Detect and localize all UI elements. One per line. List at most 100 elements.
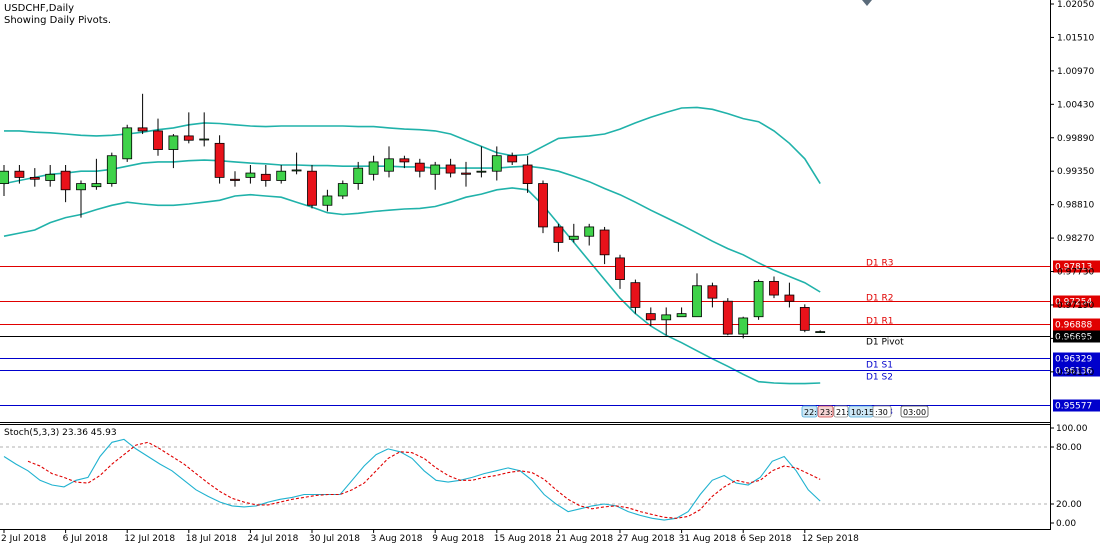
pivot-label: D1 S1 [866,361,893,371]
price-tick-label: 0.97730 [1057,268,1094,278]
candle-body [568,235,579,240]
candle-body [615,257,625,280]
candle-body [645,313,656,321]
price-tick-label: 1.00430 [1057,100,1094,110]
pivot-price-tag [1053,352,1100,365]
candlesticks [0,93,826,339]
stochastic-main-line [3,438,821,521]
bollinger-middle [3,159,821,293]
session-box-label: 21: [836,408,849,417]
candle-body [676,313,687,318]
session-box [900,405,929,418]
pivot-label: D1 R2 [866,294,894,304]
candle-body [553,226,564,243]
candle-body [414,162,425,172]
session-boxes: 22: 23: 21: 10:15:30 03:00 [801,405,929,418]
candle-body [245,172,256,178]
candle-body [214,142,225,178]
candle-body [14,170,25,178]
candle-body [630,282,641,308]
candle-body [461,172,471,175]
candle-body [260,173,271,181]
time-tick-label: 15 Aug 2018 [494,534,552,544]
price-tick-label: 0.99890 [1057,134,1094,144]
session-box [817,405,834,418]
stochastic-signal-line [27,441,821,519]
candle-body [722,300,733,335]
pivot-price-label: 0.96695 [1055,333,1092,343]
bollinger-upper [4,106,821,185]
time-tick-label: 3 Aug 2018 [371,534,423,544]
candle-body [476,170,487,173]
session-box [872,405,892,418]
candle-body [599,229,610,256]
pivot-price-label: 0.97254 [1055,298,1092,308]
session-box-label: 03:00 [903,408,926,417]
price-tick-label: 0.96110 [1057,368,1094,378]
candle-body [168,135,179,150]
candle-body [584,226,595,237]
time-tick-label: 24 Jul 2018 [247,534,298,544]
pivot-price-tag [1053,399,1100,412]
time-tick-label: 18 Jul 2018 [186,534,237,544]
candle-body [507,155,518,163]
candle-body [199,138,210,141]
candle-body [276,170,287,181]
stochastic-scale-label: 100.00 [1056,424,1088,434]
candle-body [0,170,9,184]
pivot-price-tag [1053,318,1100,331]
chart-subtitle: Showing Daily Pivots. [4,15,112,26]
candle-body [122,127,133,160]
time-tick-label: 12 Jul 2018 [124,534,175,544]
time-tick-label: 27 Aug 2018 [617,534,675,544]
candle-body [399,158,410,163]
pivot-label: D1 R1 [866,317,894,327]
price-tick-label: 1.01510 [1057,33,1094,43]
candle-body [353,167,364,184]
session-box-label: 23: [820,408,833,417]
time-tick-label: 6 Sep 2018 [740,534,792,544]
pivot-price-label: 0.96329 [1055,355,1092,365]
session-box [833,405,849,418]
candle-body [661,314,672,321]
candle-body [491,155,502,172]
candle-body [60,170,71,191]
time-tick-label: 6 Jul 2018 [63,534,108,544]
candle-body [368,161,379,175]
pivot-price-label: 0.96136 [1055,367,1092,377]
pivot-price-tag [1053,295,1100,308]
price-tick-label: 0.96650 [1057,334,1094,344]
candle-body [799,307,810,331]
time-tick-label: 30 Jul 2018 [309,534,360,544]
bollinger-lower [3,187,821,385]
price-tick-label: 0.99350 [1057,167,1094,177]
session-box-label: 22: [804,408,817,417]
candle-body [106,155,117,184]
candle-body [522,164,533,184]
pivot-label: D1 R3 [866,259,894,269]
candle-body [230,178,240,181]
session-box [801,405,818,418]
pivot-label: D1 S2 [866,373,893,383]
candle-body [384,158,394,172]
price-tick-label: 0.97190 [1057,301,1094,311]
pivot-price-tag [1053,260,1100,273]
session-box-label: :30 [875,408,888,417]
price-tick-label: 0.98810 [1057,201,1094,211]
candle-body [183,135,194,141]
candle-body [784,294,795,302]
candle-body [322,195,333,206]
candle-body [337,183,348,197]
time-tick-label: 21 Aug 2018 [555,534,613,544]
candle-body [769,281,779,296]
time-tick-label: 31 Aug 2018 [679,534,737,544]
price-tick-label: 1.00970 [1057,67,1094,77]
stochastic-scale-label: 80.00 [1056,443,1082,453]
chart-shift-triangle-icon[interactable] [862,0,872,6]
pivot-price-tag [1053,330,1100,343]
candle-body [153,130,163,150]
candle-body [692,285,702,318]
pivot-price-label: 0.95577 [1055,402,1092,412]
price-tick-label: 1.02050 [1057,0,1094,10]
